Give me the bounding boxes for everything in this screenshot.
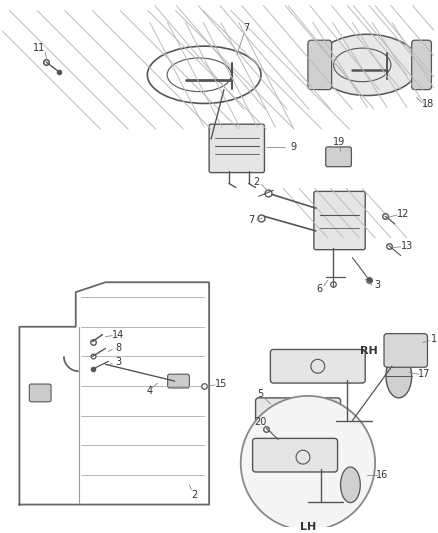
Text: LH: LH bbox=[300, 522, 316, 532]
Text: RH: RH bbox=[360, 346, 378, 357]
Text: 4: 4 bbox=[147, 386, 153, 396]
Text: 7: 7 bbox=[248, 215, 255, 225]
Text: 19: 19 bbox=[333, 137, 346, 147]
FancyBboxPatch shape bbox=[384, 334, 427, 367]
FancyBboxPatch shape bbox=[270, 350, 365, 383]
FancyBboxPatch shape bbox=[314, 191, 365, 249]
Text: 2: 2 bbox=[191, 490, 198, 500]
Ellipse shape bbox=[315, 34, 419, 95]
Text: 11: 11 bbox=[33, 43, 45, 53]
FancyBboxPatch shape bbox=[209, 124, 265, 173]
Text: 14: 14 bbox=[112, 329, 124, 340]
Text: 3: 3 bbox=[374, 280, 380, 290]
Text: 18: 18 bbox=[422, 100, 434, 109]
FancyBboxPatch shape bbox=[255, 398, 340, 433]
FancyBboxPatch shape bbox=[326, 147, 351, 167]
Text: 16: 16 bbox=[376, 470, 388, 480]
FancyBboxPatch shape bbox=[412, 40, 431, 90]
Text: 13: 13 bbox=[401, 241, 413, 251]
Text: 2: 2 bbox=[254, 176, 260, 187]
Circle shape bbox=[241, 396, 375, 530]
Text: 15: 15 bbox=[215, 379, 227, 389]
Text: 1: 1 bbox=[431, 334, 438, 344]
Text: 20: 20 bbox=[254, 417, 267, 426]
Text: 8: 8 bbox=[115, 343, 121, 353]
Ellipse shape bbox=[340, 467, 360, 503]
Text: 5: 5 bbox=[258, 389, 264, 399]
Text: 6: 6 bbox=[317, 284, 323, 294]
FancyBboxPatch shape bbox=[253, 438, 338, 472]
Text: 7: 7 bbox=[244, 23, 250, 34]
Ellipse shape bbox=[386, 354, 412, 398]
Text: 3: 3 bbox=[115, 357, 121, 367]
FancyBboxPatch shape bbox=[308, 40, 332, 90]
FancyBboxPatch shape bbox=[29, 384, 51, 402]
Text: 12: 12 bbox=[396, 209, 409, 219]
Text: 9: 9 bbox=[290, 142, 296, 152]
FancyBboxPatch shape bbox=[168, 374, 189, 388]
Text: 17: 17 bbox=[418, 369, 431, 379]
